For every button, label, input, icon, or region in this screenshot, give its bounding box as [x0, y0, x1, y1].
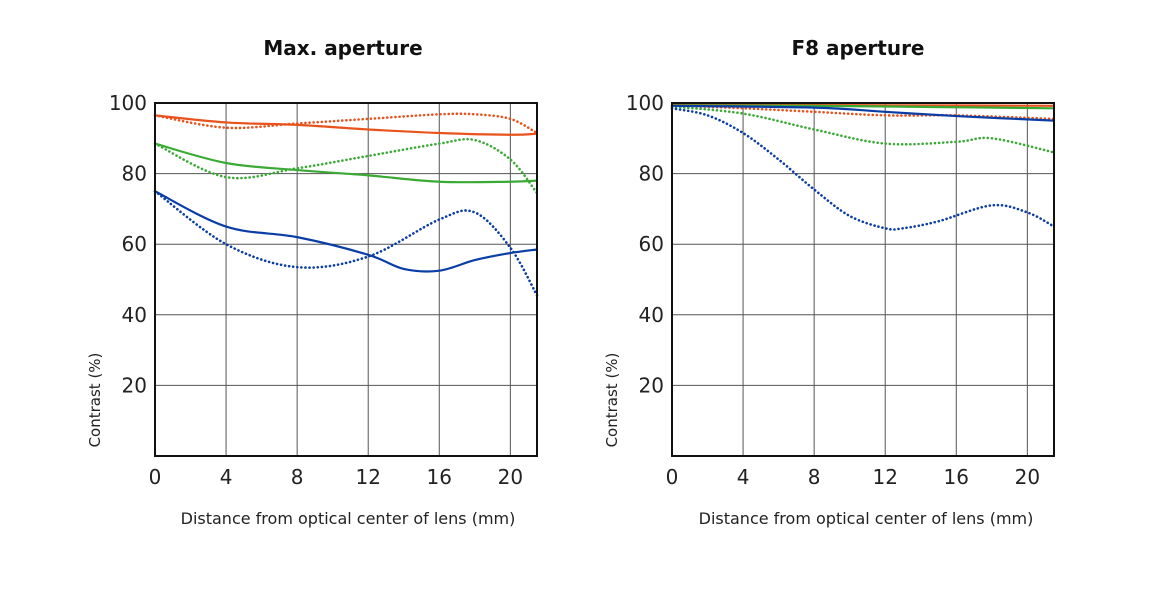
- y-tick-label: 40: [639, 303, 664, 327]
- y-tick-label: 100: [626, 91, 664, 115]
- chart-max-aperture: Max. aperture 0 4 8 12 16 20 100 80 60 40 20 Distanc…: [86, 36, 539, 528]
- plot-frame: [154, 102, 538, 457]
- x-tick-label: 16: [944, 465, 969, 489]
- series-green-dotted: [670, 105, 1056, 154]
- y-tick-label: 100: [109, 91, 147, 115]
- y-axis-label: Contrast (%): [603, 353, 621, 448]
- y-tick-label: 20: [122, 373, 147, 397]
- y-tick-label: 60: [639, 232, 664, 256]
- x-tick-label: 4: [737, 465, 750, 489]
- y-tick-label: 20: [639, 373, 664, 397]
- y-axis-label: Contrast (%): [86, 353, 104, 448]
- plot-frame: [671, 102, 1055, 457]
- y-tick-label: 80: [122, 162, 147, 186]
- series-blue-solid: [671, 104, 1055, 122]
- y-tick-label: 40: [122, 303, 147, 327]
- x-tick-label: 0: [149, 465, 162, 489]
- x-tick-label: 8: [291, 465, 304, 489]
- x-tick-label: 12: [872, 465, 897, 489]
- x-tick-label: 16: [427, 465, 452, 489]
- x-tick-label: 12: [355, 465, 380, 489]
- chart-f8-aperture: F8 aperture 0 4 8 12 16 20 100 80 60 40 20 Distance …: [603, 36, 1056, 528]
- series-orange-dotted: [153, 112, 539, 135]
- x-tick-label: 20: [1015, 465, 1040, 489]
- x-tick-label: 8: [808, 465, 821, 489]
- x-axis-label: Distance from optical center of lens (mm…: [181, 509, 516, 528]
- y-tick-label: 80: [639, 162, 664, 186]
- x-tick-label: 20: [498, 465, 523, 489]
- x-axis-label: Distance from optical center of lens (mm…: [699, 509, 1034, 528]
- y-tick-label: 60: [122, 232, 147, 256]
- series-blue-solid: [154, 190, 538, 273]
- series-blue-dotted: [670, 107, 1056, 231]
- chart-title: Max. aperture: [263, 36, 422, 60]
- series-green-solid: [154, 142, 538, 184]
- series-blue-dotted: [153, 189, 539, 297]
- series-orange-solid: [154, 114, 538, 136]
- x-tick-label: 0: [666, 465, 679, 489]
- series-green-dotted: [153, 137, 539, 195]
- x-tick-label: 4: [220, 465, 233, 489]
- chart-title: F8 aperture: [791, 36, 924, 60]
